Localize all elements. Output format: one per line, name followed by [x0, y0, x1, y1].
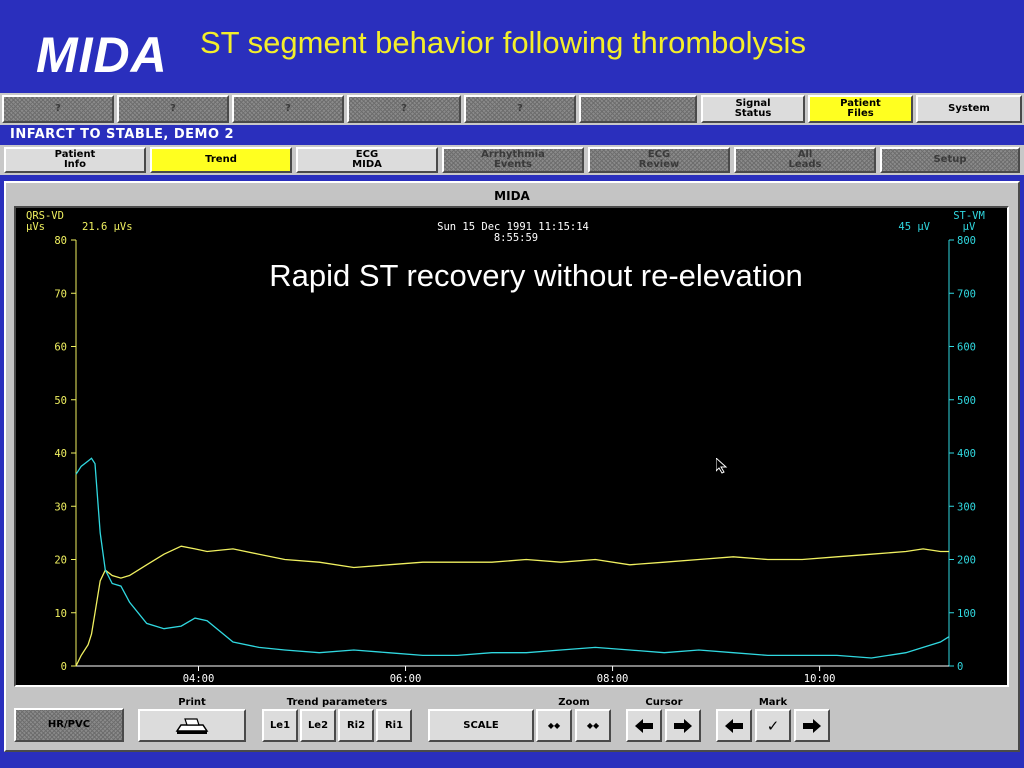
left-axis-unit: µVs: [26, 221, 45, 233]
printer-icon: [175, 717, 209, 734]
zoom-label: Zoom: [558, 697, 590, 708]
tab-arrhythmia-events[interactable]: Arrhythmia Events: [442, 147, 584, 173]
left-tick-label: 60: [54, 342, 67, 354]
top-slot-2: ?: [117, 95, 229, 123]
right-axis-unit: µV: [963, 221, 976, 233]
trend-param-ri1-button[interactable]: Ri1: [376, 709, 412, 742]
trend-chart-svg: QRS-VD µVs 21.6 µVs Sun 15 Dec 1991 11:1…: [26, 210, 985, 685]
top-slot-5: ?: [464, 95, 576, 123]
right-tick-label: 700: [957, 288, 976, 300]
trend-param-ri2-button[interactable]: Ri2: [338, 709, 374, 742]
zoom-out-button[interactable]: ◆◆: [536, 709, 572, 742]
top-slot-6: [579, 95, 697, 123]
hr-pvc-button[interactable]: HR/PVC: [14, 708, 124, 742]
x-tick-label: 04:00: [183, 673, 215, 685]
left-tick-label: 40: [54, 448, 67, 460]
tab-setup[interactable]: Setup: [880, 147, 1020, 173]
trend-param-le2-button[interactable]: Le2: [300, 709, 336, 742]
right-tick-label: 0: [957, 661, 963, 673]
print-button[interactable]: [138, 709, 246, 742]
mida-logo: MIDA: [36, 27, 168, 83]
left-axis-title: QRS-VD: [26, 210, 64, 222]
right-tick-label: 400: [957, 448, 976, 460]
checkmark-icon: ✓: [766, 716, 780, 735]
left-tick-label: 20: [54, 555, 67, 567]
zoom-in-icon: ◆◆: [586, 720, 600, 730]
signal-status-button[interactable]: Signal Status: [701, 95, 805, 123]
chart-annotation: Rapid ST recovery without re-elevation: [269, 258, 803, 293]
chart-datetime: Sun 15 Dec 1991 11:15:14: [437, 221, 589, 233]
x-tick-label: 06:00: [390, 673, 422, 685]
x-tick-label: 08:00: [597, 673, 629, 685]
trend-param-le1-button[interactable]: Le1: [262, 709, 298, 742]
arrow-left-icon: [725, 718, 743, 733]
zoom-out-icon: ◆◆: [547, 720, 561, 730]
system-button[interactable]: System: [916, 95, 1022, 123]
x-tick-label: 10:00: [804, 673, 836, 685]
tab-patient-info[interactable]: Patient Info: [4, 147, 146, 173]
tab-ecg-mida[interactable]: ECG MIDA: [296, 147, 438, 173]
top-slot-1: ?: [2, 95, 114, 123]
top-slot-4: ?: [347, 95, 461, 123]
cursor-label: Cursor: [645, 697, 683, 708]
left-tick-label: 80: [54, 235, 67, 247]
left-tick-label: 0: [61, 661, 67, 673]
right-tick-label: 100: [957, 608, 976, 620]
arrow-left-icon: [635, 718, 653, 733]
left-tick-label: 50: [54, 395, 67, 407]
arrow-right-icon: [674, 718, 692, 733]
status-bar: [0, 125, 1024, 145]
left-tick-label: 10: [54, 608, 67, 620]
mark-right-button[interactable]: [794, 709, 830, 742]
mouse-pointer-icon: [716, 458, 728, 474]
mark-check-button[interactable]: ✓: [755, 709, 791, 742]
bottom-border: [0, 755, 1024, 768]
slide-title: ST segment behavior following thrombolys…: [200, 25, 806, 60]
trend-parameters-label: Trend parameters: [286, 697, 388, 708]
right-axis-title: ST-VM: [953, 210, 985, 222]
series-line-st-vm: [75, 457, 950, 659]
arrow-right-icon: [803, 718, 821, 733]
left-tick-label: 70: [54, 288, 67, 300]
tab-trend[interactable]: Trend: [150, 147, 292, 173]
cursor-left-button[interactable]: [626, 709, 662, 742]
right-tick-label: 800: [957, 235, 976, 247]
panel-title: MIDA: [494, 189, 530, 203]
nav-bar: Patient Info Trend ECG MIDA Arrhythmia E…: [0, 145, 1024, 175]
right-tick-label: 300: [957, 501, 976, 513]
zoom-in-button[interactable]: ◆◆: [575, 709, 611, 742]
right-tick-label: 600: [957, 342, 976, 354]
right-current-value: 45 µV: [898, 221, 930, 233]
left-tick-label: 30: [54, 501, 67, 513]
trend-chart: QRS-VD µVs 21.6 µVs Sun 15 Dec 1991 11:1…: [14, 206, 1009, 687]
patient-files-button[interactable]: Patient Files: [808, 95, 913, 123]
scale-button[interactable]: SCALE: [428, 709, 534, 742]
series-line-qrs-vd: [75, 545, 949, 667]
cursor-right-button[interactable]: [665, 709, 701, 742]
mark-left-button[interactable]: [716, 709, 752, 742]
top-slot-3: ?: [232, 95, 344, 123]
right-tick-label: 500: [957, 395, 976, 407]
tab-ecg-review[interactable]: ECG Review: [588, 147, 730, 173]
tab-all-leads[interactable]: All Leads: [734, 147, 876, 173]
mark-label: Mark: [758, 697, 788, 708]
print-label: Print: [178, 697, 206, 708]
right-tick-label: 200: [957, 555, 976, 567]
study-status-text: INFARCT TO STABLE, DEMO 2: [10, 127, 235, 142]
top-menu-bar: ? ? ? ? ? Signal Status Patient Files Sy…: [0, 93, 1024, 125]
left-current-value: 21.6 µVs: [82, 221, 133, 233]
chart-time: 8:55:59: [494, 232, 538, 244]
